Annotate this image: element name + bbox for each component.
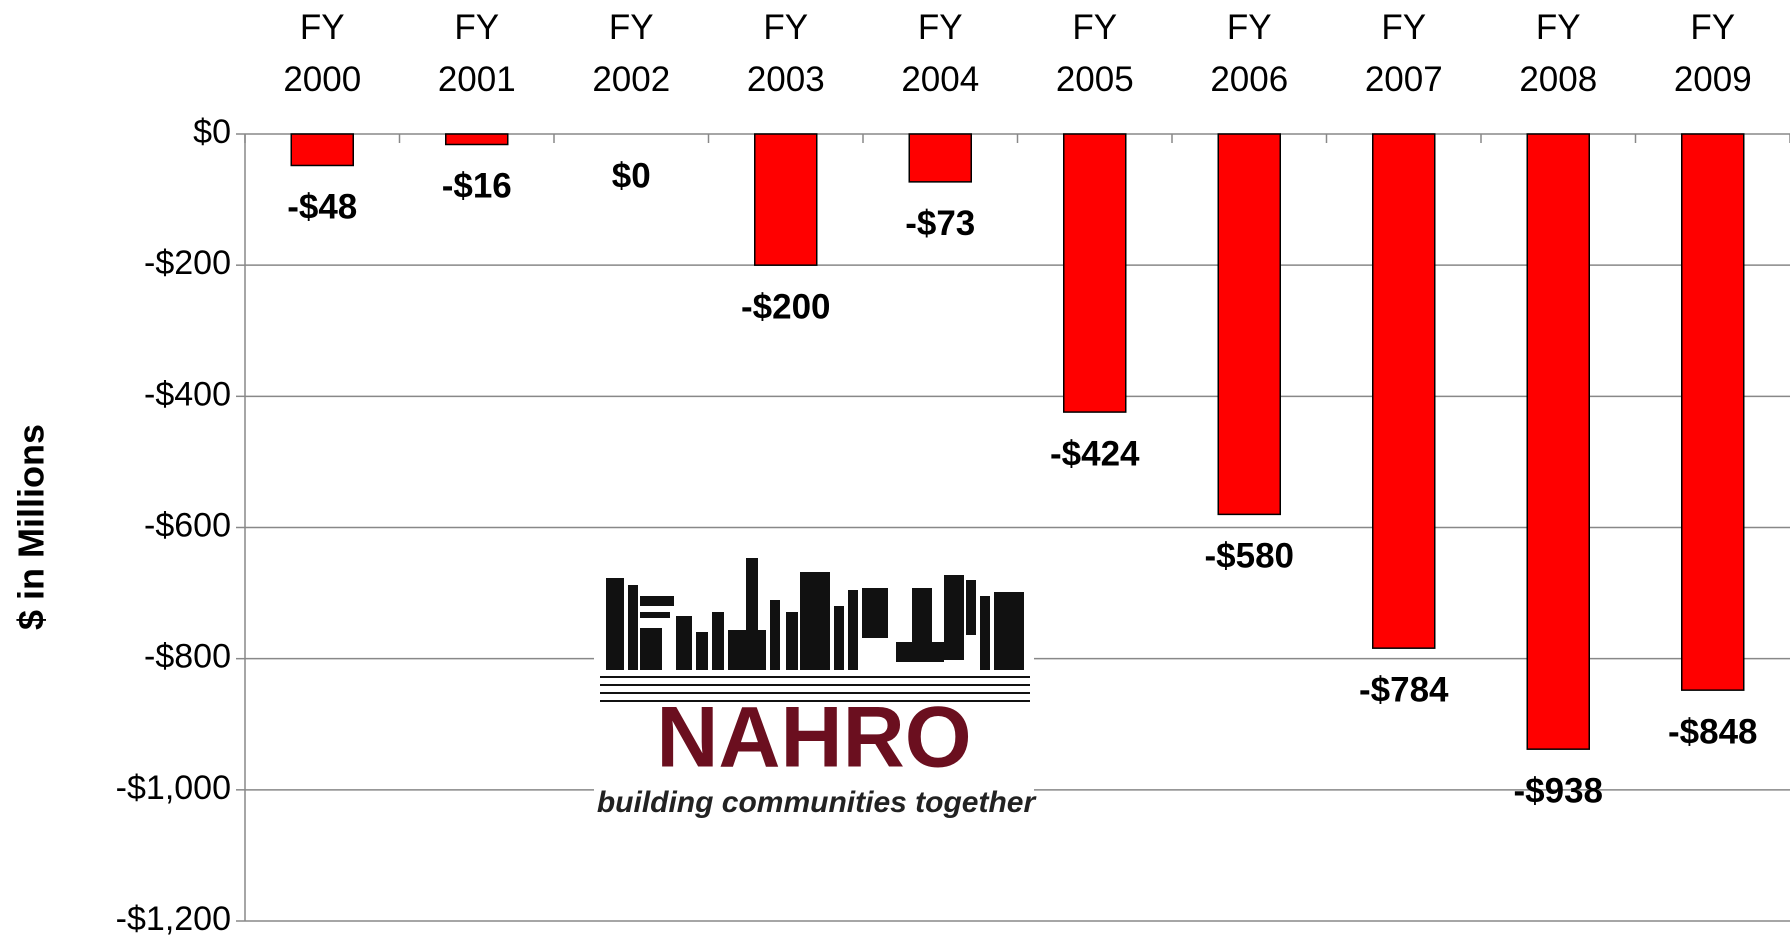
y-tick-label: -$1,000 <box>116 769 231 807</box>
value-label: $0 <box>612 156 651 195</box>
bar <box>1064 134 1126 412</box>
x-tick-label: FY 2007 <box>1359 2 1449 106</box>
logo-tagline: building communities together <box>597 786 1038 819</box>
x-tick-label: FY 2000 <box>277 2 367 106</box>
bar <box>1527 134 1589 749</box>
x-tick-label: FY 2002 <box>586 2 676 106</box>
page: $ in Millions NAHRO building communities… <box>0 0 1790 943</box>
y-tick-label: -$800 <box>144 638 231 676</box>
value-label: -$73 <box>905 204 975 243</box>
bar <box>1682 134 1744 690</box>
bar <box>1373 134 1435 648</box>
value-label: -$48 <box>287 188 357 227</box>
bar <box>446 134 508 144</box>
bar <box>291 134 353 165</box>
value-label: -$16 <box>442 167 512 206</box>
value-label: -$424 <box>1050 434 1140 473</box>
x-tick-label: FY 2006 <box>1204 2 1294 106</box>
bar <box>1218 134 1280 514</box>
value-label: -$848 <box>1668 712 1758 751</box>
value-label: -$580 <box>1204 537 1294 576</box>
x-tick-label: FY 2004 <box>895 2 985 106</box>
y-tick-label: -$1,200 <box>116 900 231 938</box>
bar <box>755 134 817 265</box>
x-tick-label: FY 2003 <box>741 2 831 106</box>
y-tick-label: -$400 <box>144 375 231 413</box>
y-tick-label: -$200 <box>144 244 231 282</box>
x-tick-label: FY 2005 <box>1050 2 1140 106</box>
x-tick-label: FY 2009 <box>1668 2 1758 106</box>
value-label: -$200 <box>741 287 831 326</box>
logo: NAHRO building communities together <box>594 548 1037 826</box>
chart: $ in Millions NAHRO building communities… <box>0 0 1790 943</box>
logo-name: NAHRO <box>656 690 971 786</box>
y-tick-label: $0 <box>193 113 231 151</box>
value-label: -$784 <box>1359 670 1449 709</box>
value-label: -$938 <box>1513 771 1603 810</box>
x-tick-label: FY 2008 <box>1513 2 1603 106</box>
x-tick-label: FY 2001 <box>432 2 522 106</box>
y-axis-label: $ in Millions <box>11 424 52 630</box>
y-tick-label: -$600 <box>144 506 231 544</box>
bar <box>909 134 971 182</box>
